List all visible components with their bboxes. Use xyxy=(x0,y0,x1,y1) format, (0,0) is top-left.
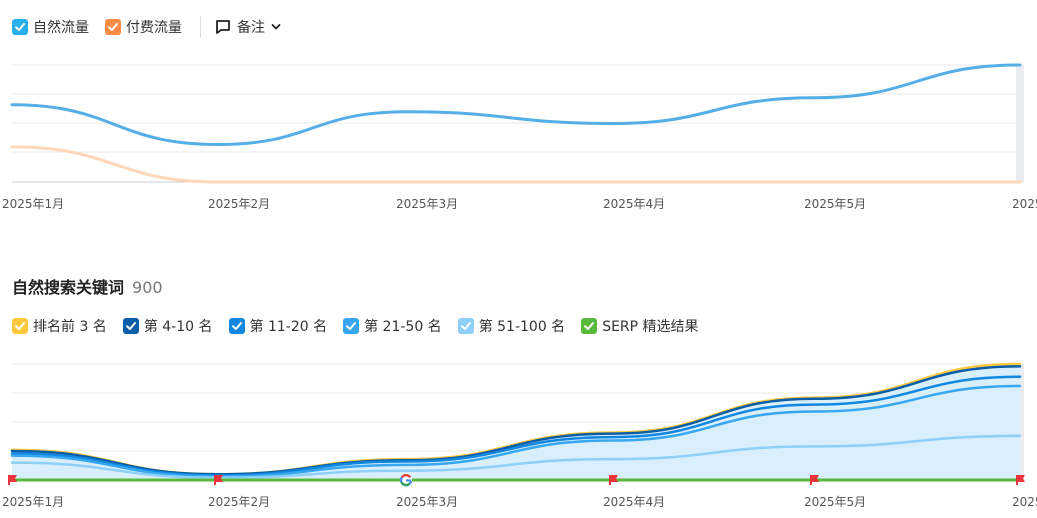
checkbox-icon[interactable] xyxy=(105,19,121,35)
flag-icon[interactable] xyxy=(609,475,618,485)
legend-label: 第 4-10 名 xyxy=(143,319,213,335)
x-tick-label: 2025年4月 xyxy=(603,495,665,509)
legend-item[interactable]: 第 21-50 名 xyxy=(343,316,442,336)
legend-item[interactable]: SERP 精选结果 xyxy=(581,316,699,336)
legend-label: 第 11-20 名 xyxy=(249,319,328,335)
legend-label: 第 21-50 名 xyxy=(364,319,442,335)
x-tick-label: 2025年1月 xyxy=(2,495,64,509)
checkbox-icon[interactable] xyxy=(122,318,139,334)
legend-item[interactable]: 第 4-10 名 xyxy=(122,316,213,336)
chevron-down-icon xyxy=(271,24,281,30)
flag-icon[interactable] xyxy=(810,475,819,485)
x-tick-label: 2025年2月 xyxy=(208,197,270,211)
x-tick-label: 2025年1月 xyxy=(2,197,64,211)
series-line xyxy=(10,434,1022,479)
legend-organic-traffic[interactable]: 自然流量 xyxy=(12,17,89,37)
checkbox-icon[interactable] xyxy=(457,318,474,334)
legend-paid-traffic[interactable]: 付费流量 xyxy=(105,17,182,37)
legend-label: 付费流量 xyxy=(126,20,182,36)
x-tick-label: 2025年2月 xyxy=(208,495,270,509)
x-tick-label: 2025年3月 xyxy=(396,495,458,509)
x-tick-label: 2025年4月 xyxy=(603,197,665,211)
current-period-marker xyxy=(1016,65,1024,182)
legend-label: 排名前 3 名 xyxy=(33,319,107,335)
checkbox-icon[interactable] xyxy=(12,19,28,35)
flag-icon[interactable] xyxy=(8,475,17,485)
x-tick-label: 2025年6月 xyxy=(1012,495,1037,509)
keywords-legend: 排名前 3 名 第 4-10 名 第 11-20 名 第 21-50 名 第 51-10… xyxy=(12,316,715,336)
legend-item[interactable]: 排名前 3 名 xyxy=(12,316,107,336)
legend-item[interactable]: 第 11-20 名 xyxy=(228,316,328,336)
keyword-count: 900 xyxy=(132,278,163,297)
legend-label: 第 51-100 名 xyxy=(478,319,566,335)
legend-item[interactable]: 第 51-100 名 xyxy=(457,316,566,336)
notes-label: 备注 xyxy=(237,20,265,36)
x-tick-label: 2025年5月 xyxy=(804,197,866,211)
legend-label: SERP 精选结果 xyxy=(602,319,699,335)
divider xyxy=(200,16,201,38)
traffic-legend: 自然流量 付费流量 备注 xyxy=(12,16,287,38)
traffic-chart[interactable]: 2025年1月 2025年2月 2025年3月 2025年4月 2025年5月 2025年… xyxy=(0,0,1037,211)
x-tick-label: 2025年6月 xyxy=(1012,197,1037,211)
checkbox-icon[interactable] xyxy=(343,318,360,334)
legend-label: 自然流量 xyxy=(33,20,89,36)
checkbox-icon[interactable] xyxy=(12,318,28,334)
flag-icon[interactable] xyxy=(1016,475,1025,485)
section-title: 自然搜索关键词 xyxy=(12,278,125,297)
series-line xyxy=(10,145,1022,184)
checkbox-icon[interactable] xyxy=(228,318,245,334)
keywords-section-title: 自然搜索关键词 900 xyxy=(12,274,163,298)
checkbox-icon[interactable] xyxy=(581,318,598,334)
comment-icon xyxy=(216,20,230,34)
series-line xyxy=(10,63,1022,147)
x-tick-label: 2025年5月 xyxy=(804,495,866,509)
google-icon[interactable] xyxy=(399,474,413,487)
x-tick-label: 2025年3月 xyxy=(396,197,458,211)
series-line xyxy=(10,384,1022,478)
area-fill xyxy=(12,364,1020,480)
notes-dropdown[interactable]: 备注 xyxy=(215,17,287,37)
flag-icon[interactable] xyxy=(214,475,223,485)
